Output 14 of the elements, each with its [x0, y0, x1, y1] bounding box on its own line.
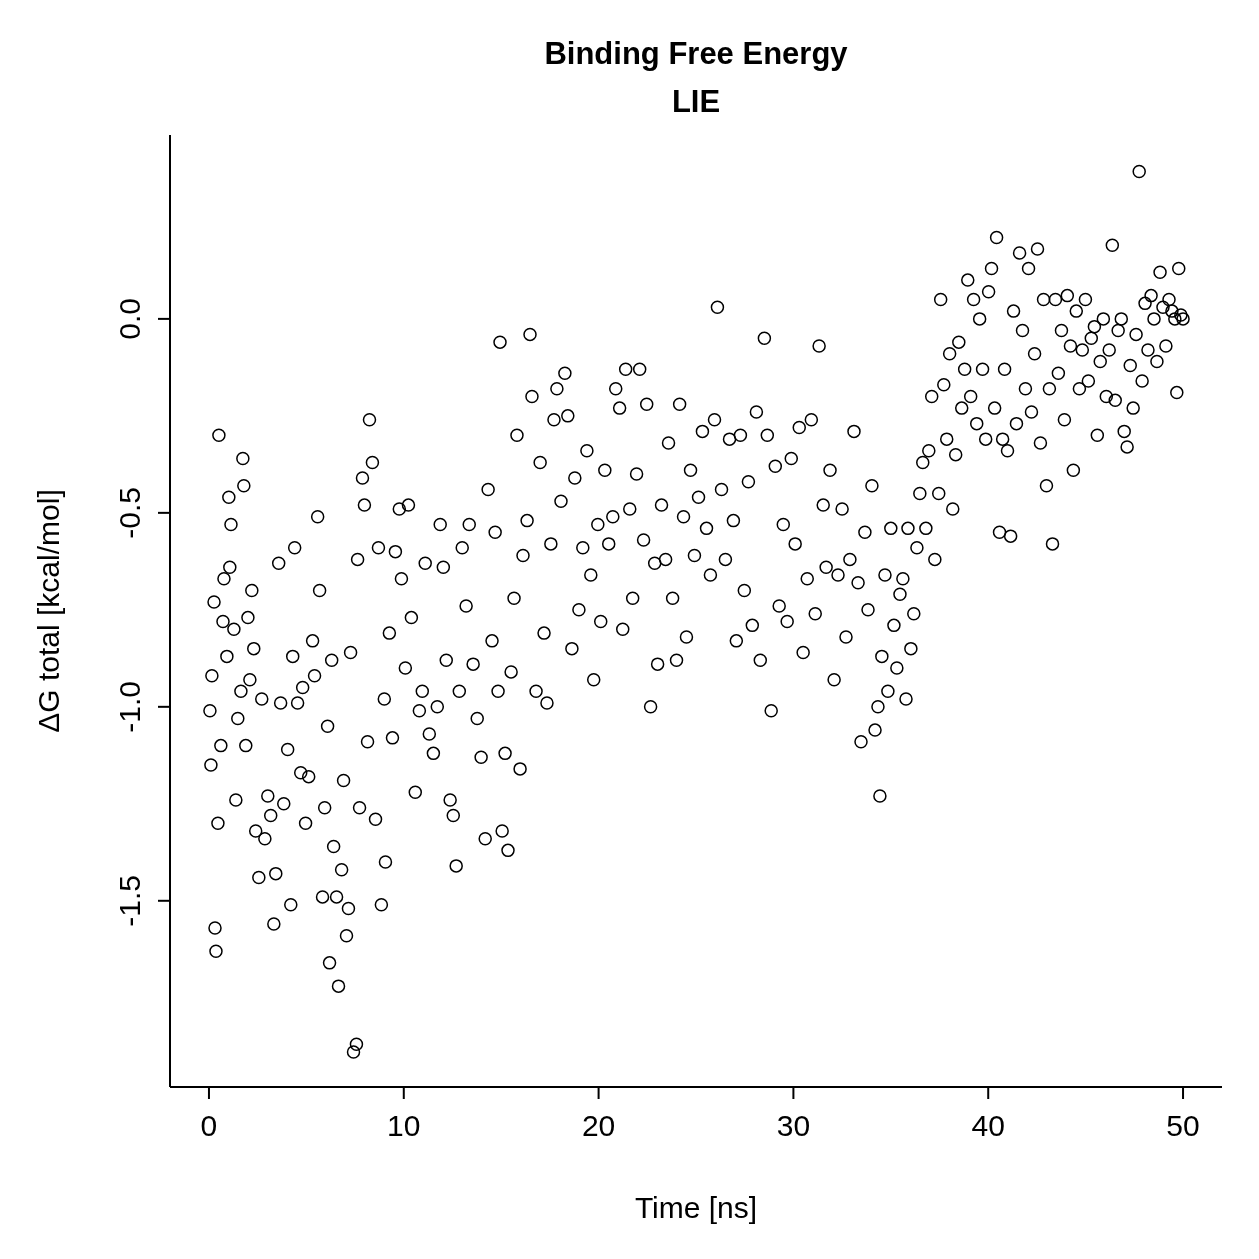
x-tick-label: 0 [200, 1109, 218, 1143]
x-axis-title: Time [ns] [634, 1191, 758, 1224]
y-tick-label: -1.5 [113, 874, 146, 927]
y-tick-label: -1.0 [113, 680, 146, 733]
x-tick-label: 30 [776, 1109, 811, 1143]
x-tick-label: 10 [387, 1109, 421, 1143]
y-tick-label: 0.0 [113, 298, 146, 340]
y-tick-label: -0.5 [113, 487, 146, 539]
chart-title: Binding Free Energy [543, 35, 849, 73]
x-tick-label: 50 [1166, 1109, 1200, 1143]
x-tick-label: 40 [971, 1109, 1005, 1143]
chart-subtitle: LIE [670, 83, 722, 121]
y-axis-title: ΔG total [kcal/mol] [31, 489, 65, 733]
x-tick-label: 20 [581, 1109, 616, 1143]
